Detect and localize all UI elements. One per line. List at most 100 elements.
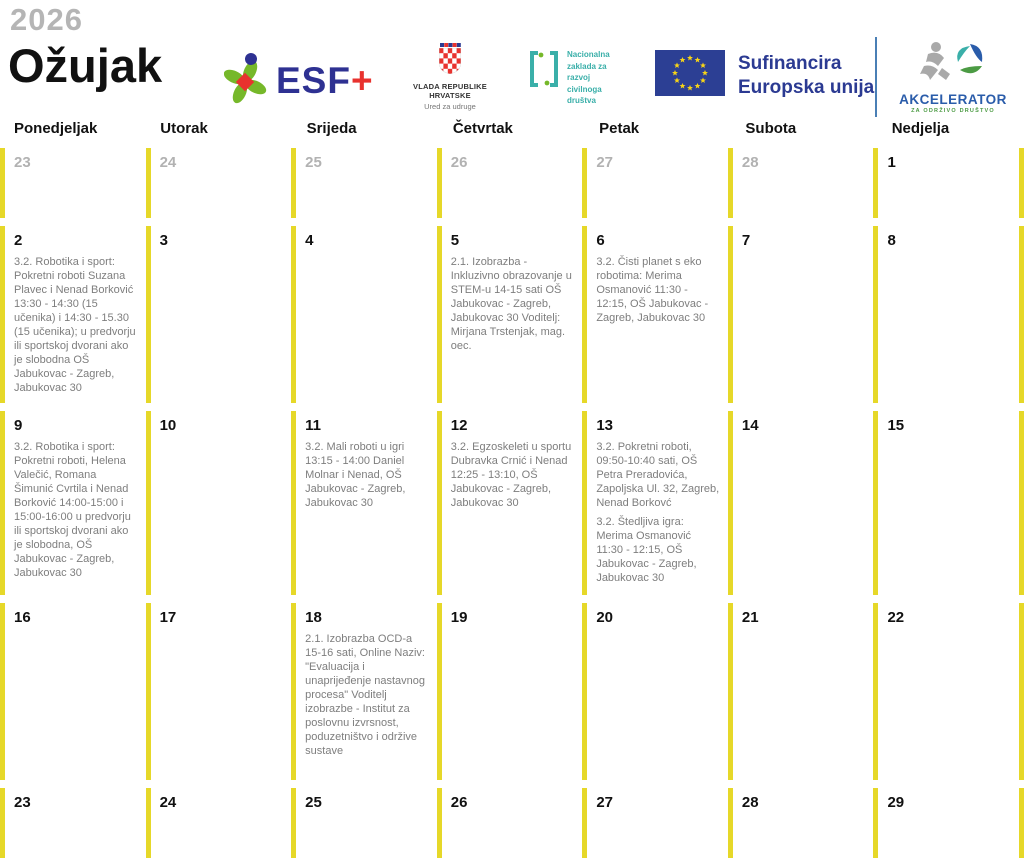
day-cell: 26 [436,148,583,218]
weekday-tuesday: Utorak [160,120,208,137]
eu-text-line1: Sufinancira [738,52,842,74]
week-row: 16 17 18 2.1. Izobrazba OCD-a 15-16 sati, O… [0,603,1024,780]
day-number: 23 [14,154,31,171]
brackets-icon [528,47,560,96]
day-cell: 2 3.2. Robotika i sport: Pokretni roboti … [0,226,146,403]
day-number: 6 [596,232,605,249]
page-header: 2026 Ožujak ESF+ [0,0,1024,118]
day-number: 27 [596,154,613,171]
event-text: 3.2. Pokretni roboti, 09:50-10:40 sati, … [596,440,720,509]
day-cell: 22 [873,603,1020,780]
day-number: 25 [305,794,322,811]
weekday-wednesday: Srijeda [306,120,357,137]
day-cell: 15 [873,411,1020,595]
day-cell: 27 [582,148,728,218]
calendar-weeks: 23 24 25 26 27 28 1 2 3.2. Robotika i sport: Pok… [0,148,1024,858]
day-cell: 14 [727,411,874,595]
day-cell: 9 3.2. Robotika i sport: Pokretni roboti,… [0,411,146,595]
week-row: 23 24 25 26 27 28 1 [0,148,1024,218]
weekday-friday: Petak [599,120,640,137]
event-text: 3.2. Štedljiva igra: Merima Osmanović 11… [596,515,697,585]
day-number: 12 [450,417,468,434]
day-cell: 12 3.2. Egzoskeleti u sportu Dubravka Crn… [436,411,583,595]
day-number: 22 [887,609,905,626]
event-text: 3.2. Egzoskeleti u sportu Dubravka Crnić… [450,440,572,509]
event-text: 3.2. Robotika i sport: Pokretni roboti S… [14,255,136,395]
weekday-sunday: Nedjelja [891,120,950,137]
week-row: 2 3.2. Robotika i sport: Pokretni roboti … [0,226,1024,403]
day-cell: 6 3.2. Čisti planet s eko robotima: Merim… [582,226,728,403]
vlada-subtitle: Ured za udruge [424,102,476,111]
day-cell: 25 [291,788,437,858]
akcelerator-subtitle: ZA ODRŽIVO DRUŠTVO [911,108,995,114]
day-number: 26 [450,794,468,811]
akcelerator-logo: AKCELERATOR ZA ODRŽIVO DRUŠTVO [890,40,1016,114]
runner-spiral-icon [914,42,992,90]
day-cell: 10 [145,411,292,595]
day-cell: 7 [727,226,874,403]
day-number: 8 [887,232,896,249]
vlada-title: VLADA REPUBLIKE HRVATSKE [413,82,487,100]
day-cell: 23 [0,788,146,858]
day-number: 27 [596,794,613,811]
weekday-monday: Ponedjeljak [14,120,98,137]
croatian-coat-of-arms-icon [437,43,463,78]
esf-text: ESF+ [276,59,374,101]
event-text: 3.2. Čisti planet s eko robotima: Merima… [596,255,709,324]
month-title: Ožujak [8,39,163,92]
day-number: 17 [159,609,177,626]
day-number: 20 [596,609,613,626]
day-cell: 28 [727,788,874,858]
day-cell: 11 3.2. Mali roboti u igri 13:15 - 14:00 … [291,411,437,595]
eu-cofunding-text: Sufinancira Europska unija [738,52,874,100]
day-cell: 23 [0,148,146,218]
day-number: 28 [741,154,759,171]
day-number: 19 [450,609,468,626]
day-number: 26 [450,154,468,171]
day-number: 16 [14,609,31,626]
esf-plus-sign: + [350,59,374,101]
esf-plus-logo: ESF+ [223,52,374,109]
day-cell: 18 2.1. Izobrazba OCD-a 15-16 sati, Onlin… [291,603,437,780]
day-cell: 4 [291,226,437,403]
day-cell: 13 3.2. Pokretni roboti, 09:50-10:40 sati… [582,411,728,595]
day-cell: 24 [145,148,292,218]
day-cell: 16 [0,603,146,780]
event-text: 2.1. Izobrazba OCD-a 15-16 sati, Online … [305,632,426,758]
day-cell: 1 [873,148,1020,218]
vlada-rh-logo: VLADA REPUBLIKE HRVATSKE Ured za udruge [398,42,502,111]
day-number: 11 [305,417,322,434]
day-cell: 5 2.1. Izobrazba - Inkluzivno obrazovanje… [436,226,583,403]
day-number: 14 [741,417,759,434]
zaklada-text: Nacionalna zaklada za razvoj civilnoga d… [567,50,610,106]
week-row: 9 3.2. Robotika i sport: Pokretni roboti,… [0,411,1024,595]
day-cell: 24 [145,788,292,858]
day-number: 10 [159,417,177,434]
day-cell: 19 [436,603,583,780]
eu-flag-icon [655,50,725,101]
eu-cofunding-logo: Sufinancira Europska unija [655,50,874,101]
esf-pinwheel-icon [223,52,270,109]
day-cell: 17 [145,603,292,780]
day-cell: 21 [727,603,874,780]
day-cell: 28 [727,148,874,218]
event-text: 3.2. Robotika i sport: Pokretni roboti, … [14,440,131,580]
day-number: 29 [887,794,905,811]
day-number: 3 [159,232,168,249]
day-cell: 8 [873,226,1020,403]
day-number: 24 [159,794,177,811]
akcelerator-title: AKCELERATOR [899,92,1007,107]
day-number: 15 [887,417,905,434]
year-label: 2026 [10,2,83,37]
day-number: 9 [14,417,23,434]
day-number: 18 [305,609,322,626]
weekday-header-row: Ponedjeljak Utorak Srijeda Četvrtak Peta… [0,120,1024,148]
day-number: 24 [159,154,177,171]
event-text: 2.1. Izobrazba - Inkluzivno obrazovanje … [450,255,572,352]
day-number: 7 [741,232,751,249]
day-cell: 25 [291,148,437,218]
day-number: 13 [596,417,613,434]
weekday-thursday: Četvrtak [452,120,513,137]
day-number: 21 [741,609,759,626]
weekday-saturday: Subota [745,120,797,137]
